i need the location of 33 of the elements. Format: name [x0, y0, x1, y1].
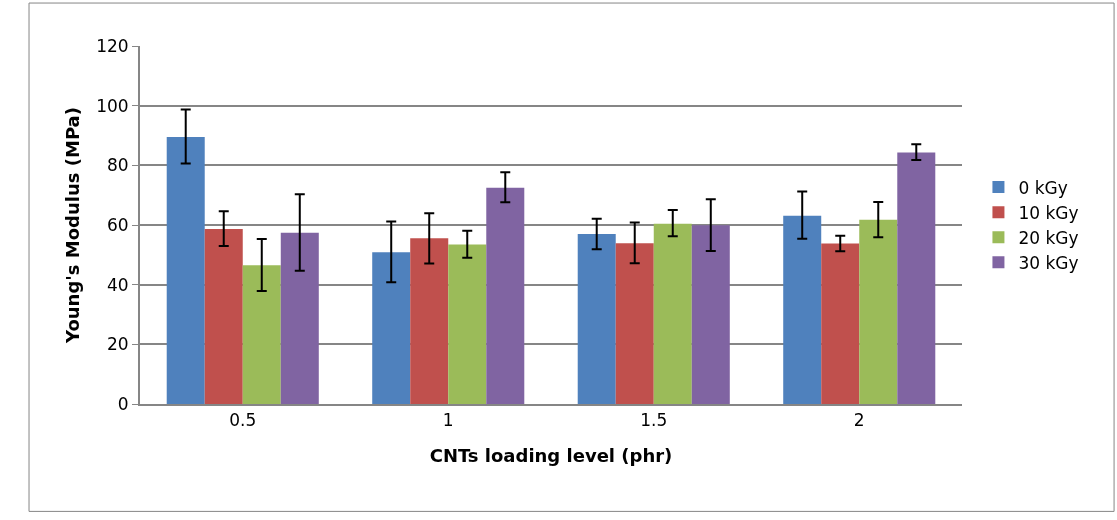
y-tick-label: 0 — [117, 393, 129, 414]
bar — [448, 244, 487, 404]
legend-label: 10 kGy — [1018, 202, 1079, 223]
y-axis-title: Young's Modulus (MPa) — [61, 107, 83, 344]
bar — [691, 225, 730, 404]
legend-label: 20 kGy — [1018, 227, 1079, 248]
bar — [486, 187, 525, 404]
y-tick-label: 40 — [106, 274, 129, 295]
y-tick-label: 120 — [96, 35, 129, 56]
y-tick-label: 20 — [106, 334, 129, 355]
bar — [280, 232, 319, 404]
x-tick-label: 1.5 — [640, 410, 668, 431]
bar — [166, 136, 205, 404]
bar — [615, 243, 654, 404]
x-tick-label: 2 — [853, 410, 865, 431]
y-tick-label: 80 — [106, 155, 129, 176]
bar — [204, 228, 243, 404]
x-axis-title: CNTs loading level (phr) — [429, 445, 673, 466]
bar — [897, 152, 936, 404]
y-tick-label: 100 — [96, 95, 129, 116]
bar — [410, 238, 449, 404]
y-tick-label: 60 — [106, 214, 129, 235]
bar — [783, 215, 822, 404]
x-tick-label: 1 — [442, 410, 454, 431]
bar — [859, 219, 898, 404]
bar — [821, 243, 860, 404]
bar — [577, 233, 616, 404]
bar — [653, 223, 692, 404]
x-tick-label: 0.5 — [229, 410, 257, 431]
bar — [242, 265, 281, 404]
legend-label: 30 kGy — [1018, 252, 1079, 273]
bar — [372, 252, 411, 404]
legend-label: 0 kGy — [1018, 177, 1068, 198]
